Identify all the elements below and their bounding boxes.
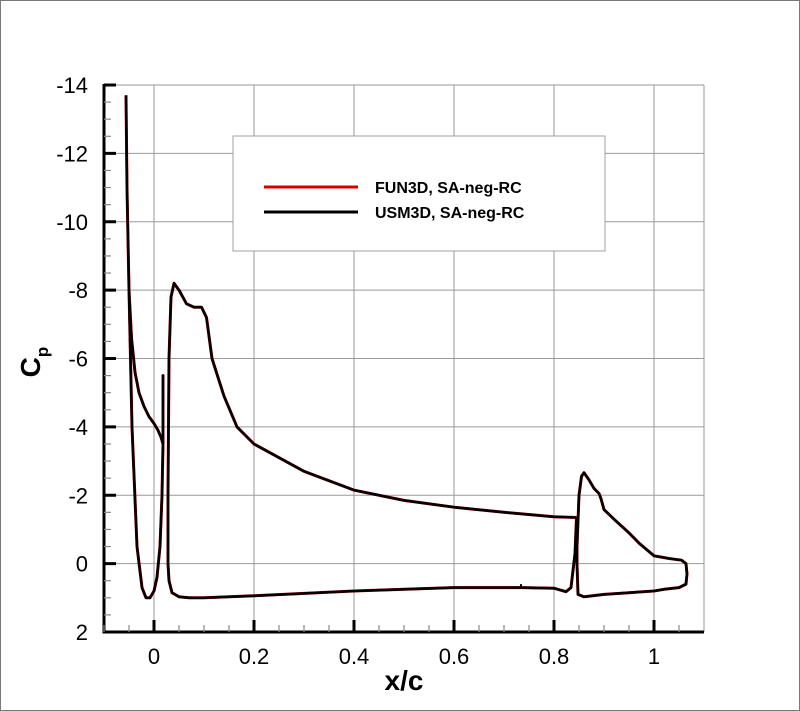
x-tick-label: 0.6 xyxy=(439,644,470,669)
y-tick-label: -12 xyxy=(56,141,88,166)
y-tick-label: -4 xyxy=(68,415,88,440)
y-tick-label: -14 xyxy=(56,73,88,98)
usm3d-main-curve xyxy=(166,282,578,600)
legend-label-fun3d: FUN3D, SA-neg-RC xyxy=(375,180,522,197)
y-tick-label: -2 xyxy=(68,483,88,508)
y-tick-label: -6 xyxy=(68,347,88,372)
y-axis-title-main: C xyxy=(15,357,46,377)
x-tick-label: 1 xyxy=(648,644,660,669)
svg-text:Cp: Cp xyxy=(15,347,52,378)
y-tick-label: 0 xyxy=(76,552,88,577)
fun3d-main-curve xyxy=(166,281,578,600)
y-tick-label: 2 xyxy=(76,620,88,645)
x-axis-title: x/c xyxy=(385,665,424,696)
usm3d-slat-curve xyxy=(124,95,165,600)
y-axis-title: Cp xyxy=(15,347,52,378)
x-tick-label: 0.8 xyxy=(539,644,570,669)
legend: FUN3D, SA-neg-RC USM3D, SA-neg-RC xyxy=(232,135,606,252)
x-tick-label: 0 xyxy=(148,644,160,669)
legend-label-usm3d: USM3D, SA-neg-RC xyxy=(375,205,525,222)
y-tick-label: -10 xyxy=(56,210,88,235)
x-tick-label: 0.2 xyxy=(239,644,270,669)
axes: -14 -12 -10 -8 -6 -4 -2 0 2 0 0.2 0.4 0.6 0.8 1 xyxy=(56,73,704,669)
legend-box xyxy=(232,135,606,252)
y-axis-title-subscript: p xyxy=(33,347,52,357)
y-tick-label: -8 xyxy=(68,278,88,303)
usm3d-flap-curve xyxy=(575,471,689,599)
cp-curves xyxy=(124,95,689,600)
x-tick-label: 0.4 xyxy=(339,644,370,669)
